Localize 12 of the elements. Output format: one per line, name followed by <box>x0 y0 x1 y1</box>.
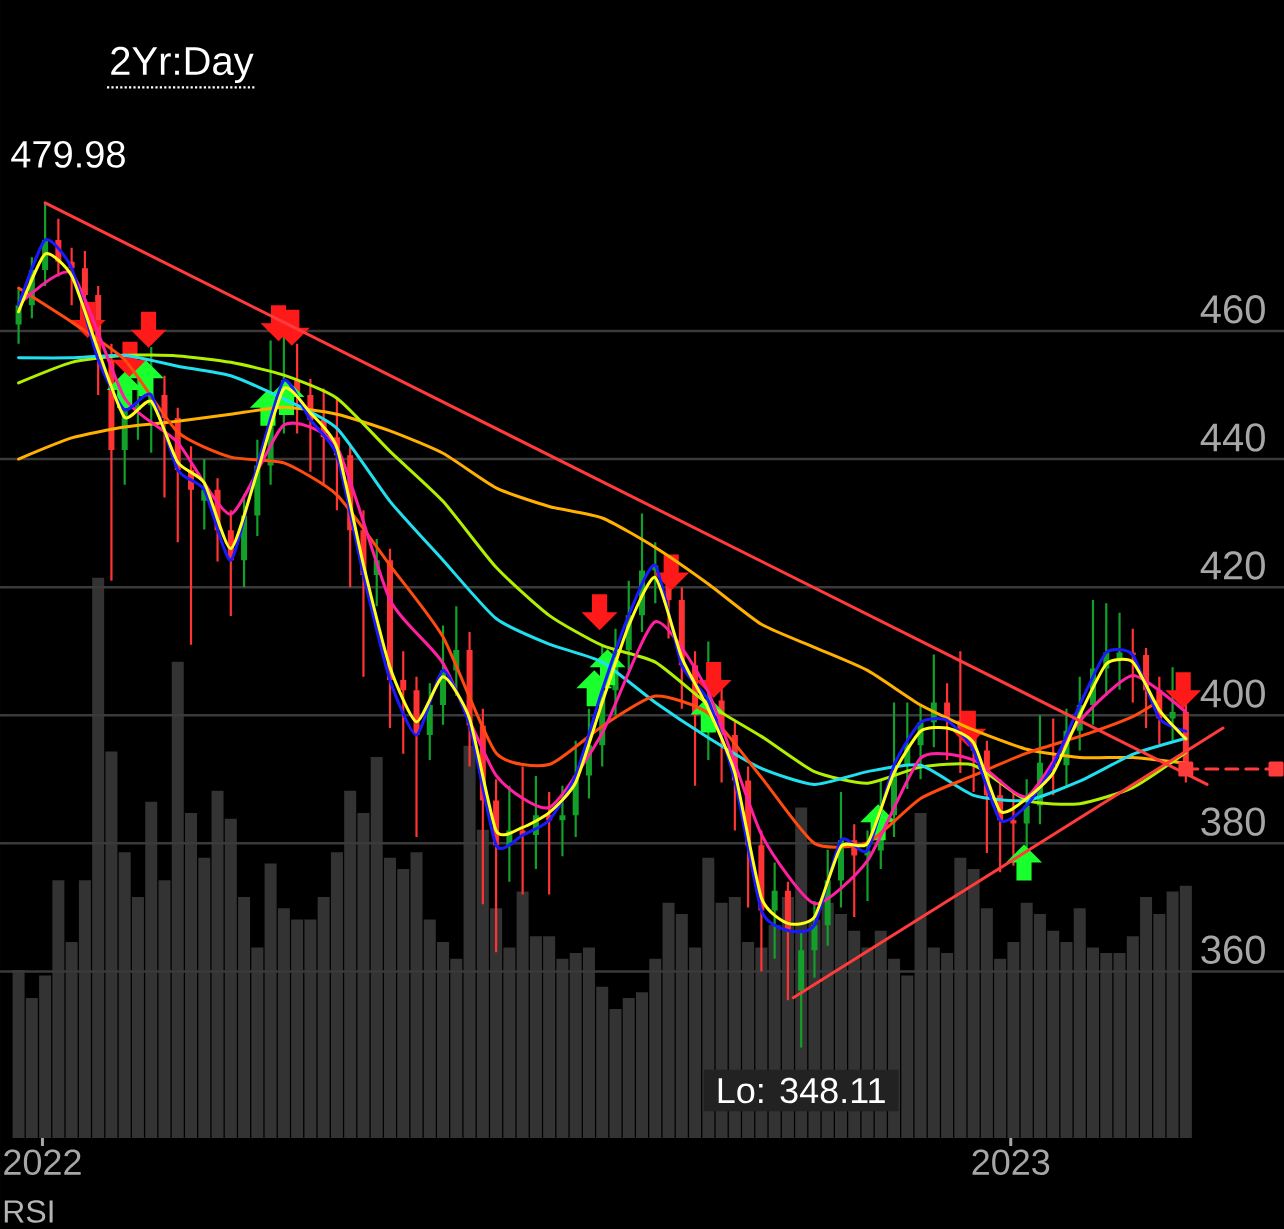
annotation: 479.98 <box>11 140 125 168</box>
y-tick-label: 460 <box>1200 295 1265 324</box>
annotation: Lo: 348.11 <box>718 1077 885 1104</box>
x-tick-label: 2022 <box>4 1149 81 1175</box>
chart-title: 2Yr:Day <box>111 46 254 84</box>
y-tick-label: 380 <box>1201 807 1265 836</box>
y-tick-label: 400 <box>1200 679 1265 708</box>
y-tick-label: 440 <box>1200 423 1265 452</box>
text: RSI <box>4 1200 53 1223</box>
y-tick-label: 360 <box>1201 935 1265 964</box>
x-tick-label: 2023 <box>972 1149 1050 1175</box>
y-tick-label: 420 <box>1200 551 1265 580</box>
